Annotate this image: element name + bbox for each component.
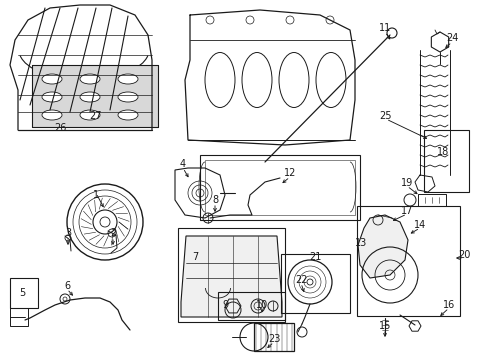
Text: 11: 11 (378, 23, 390, 33)
Text: 7: 7 (191, 252, 198, 262)
Polygon shape (357, 215, 407, 278)
Text: 14: 14 (413, 220, 425, 230)
Text: 19: 19 (400, 178, 412, 188)
Bar (281, 254, 349, 313)
Bar (204, 160, 354, 215)
Bar (253, 323, 293, 351)
Text: 27: 27 (90, 111, 102, 121)
Ellipse shape (118, 92, 138, 102)
Text: 26: 26 (54, 123, 66, 133)
Ellipse shape (42, 110, 62, 120)
Bar (10, 278, 38, 308)
Ellipse shape (118, 110, 138, 120)
Bar (218, 292, 285, 320)
Text: 23: 23 (267, 334, 280, 344)
Text: 2: 2 (110, 228, 116, 238)
Text: 18: 18 (436, 147, 448, 157)
Text: 4: 4 (180, 159, 185, 169)
Text: 8: 8 (211, 195, 218, 205)
Bar (200, 155, 359, 220)
Text: 17: 17 (400, 206, 412, 216)
Ellipse shape (118, 74, 138, 84)
Bar (32, 65, 158, 127)
Text: 5: 5 (19, 288, 25, 298)
Bar (423, 130, 468, 192)
Text: 21: 21 (308, 252, 321, 262)
Text: 9: 9 (222, 300, 227, 310)
Bar (417, 194, 445, 206)
Text: 10: 10 (255, 300, 267, 310)
Text: 6: 6 (64, 281, 70, 291)
Bar (356, 206, 459, 316)
Text: 3: 3 (65, 228, 71, 238)
Text: 16: 16 (442, 300, 454, 310)
Ellipse shape (42, 92, 62, 102)
Text: 25: 25 (379, 111, 391, 121)
Text: 15: 15 (378, 321, 390, 331)
Text: 22: 22 (294, 275, 306, 285)
Text: 13: 13 (354, 238, 366, 248)
Text: 12: 12 (283, 168, 296, 178)
Ellipse shape (42, 74, 62, 84)
Text: 20: 20 (457, 250, 469, 260)
Text: 24: 24 (445, 33, 457, 43)
Bar (10, 308, 28, 326)
Ellipse shape (80, 92, 100, 102)
Bar (178, 228, 285, 322)
Ellipse shape (80, 110, 100, 120)
Polygon shape (181, 236, 282, 317)
Bar (32, 65, 158, 127)
Ellipse shape (80, 74, 100, 84)
Text: 1: 1 (93, 190, 99, 200)
